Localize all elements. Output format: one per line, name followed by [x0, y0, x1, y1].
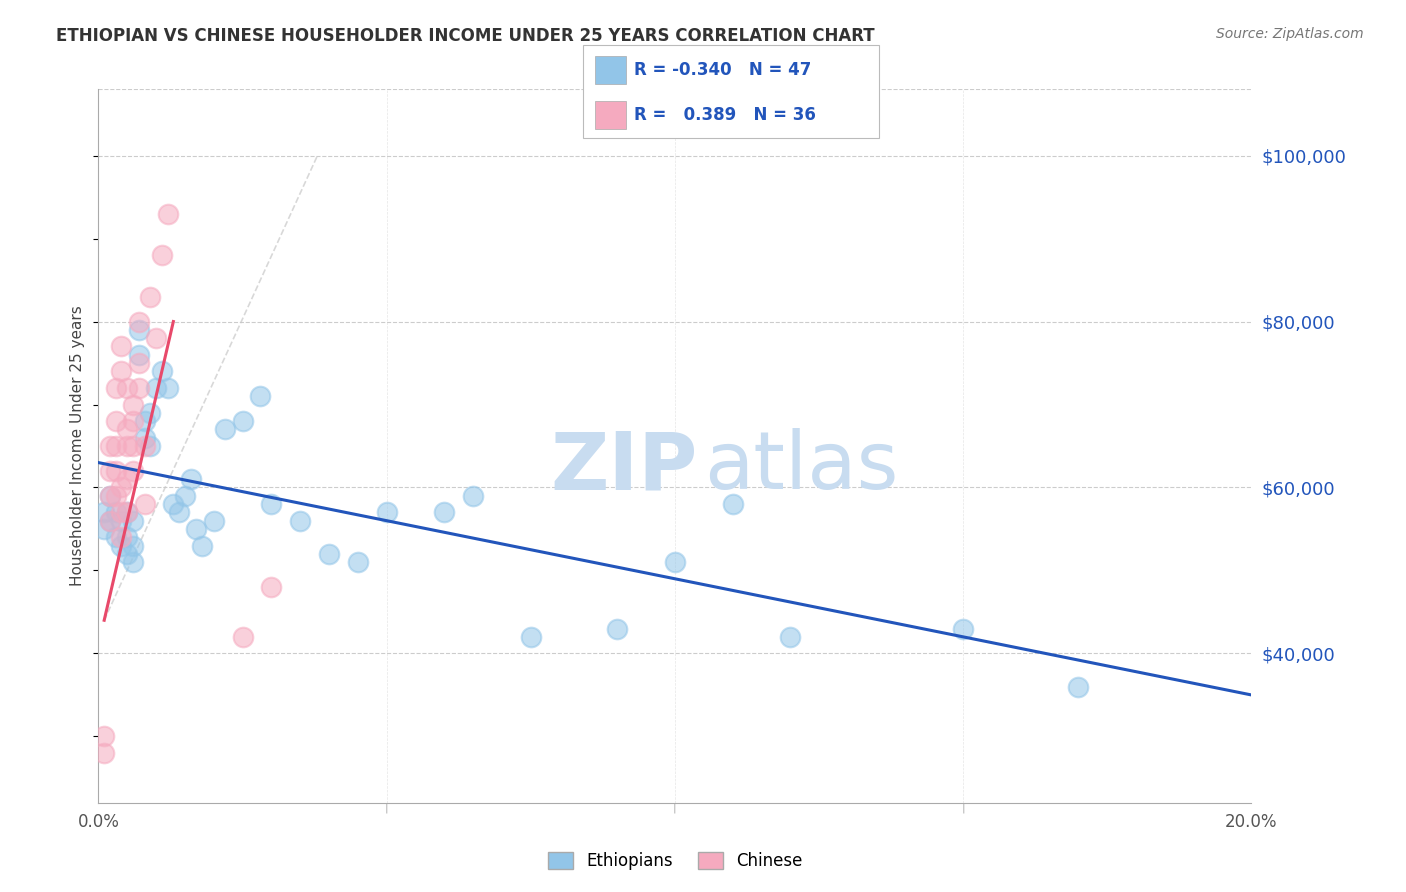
Point: [104, 505, 127, 519]
Point: [156, 381, 179, 395]
Point: [167, 505, 190, 519]
Point: [520, 630, 543, 644]
Text: atlas: atlas: [704, 428, 898, 507]
Point: [110, 339, 132, 353]
Text: |: |: [385, 803, 388, 814]
Point: [93, 730, 115, 744]
Point: [214, 422, 236, 436]
Point: [122, 539, 145, 553]
Point: [122, 439, 145, 453]
Point: [98, 464, 121, 478]
Point: [110, 530, 132, 544]
Point: [93, 505, 115, 519]
Point: [98, 439, 121, 453]
Point: [260, 497, 283, 511]
Point: [202, 514, 225, 528]
Point: [98, 489, 121, 503]
Point: [186, 522, 208, 536]
Point: [128, 314, 150, 328]
Point: [162, 497, 184, 511]
Point: [134, 431, 156, 445]
Point: [145, 331, 167, 345]
Point: [122, 414, 145, 428]
Point: [117, 530, 139, 544]
Text: |: |: [962, 803, 965, 814]
Point: [122, 464, 145, 478]
Point: [150, 248, 173, 262]
Point: [191, 539, 214, 553]
Point: [117, 472, 139, 486]
Point: [260, 580, 283, 594]
Point: [318, 547, 340, 561]
Point: [117, 505, 139, 519]
Point: [128, 348, 150, 362]
Point: [122, 555, 145, 569]
Point: [433, 505, 456, 519]
Point: [110, 481, 132, 495]
Point: [104, 530, 127, 544]
Point: [290, 514, 312, 528]
Point: [1067, 680, 1090, 694]
Point: [110, 364, 132, 378]
Point: [104, 439, 127, 453]
Point: [139, 439, 162, 453]
Text: |: |: [673, 803, 676, 814]
Point: [606, 622, 628, 636]
Point: [104, 381, 127, 395]
Point: [461, 489, 484, 503]
Point: [98, 514, 121, 528]
Point: [110, 514, 132, 528]
Point: [721, 497, 744, 511]
Point: [110, 505, 132, 519]
Point: [174, 489, 197, 503]
Text: Source: ZipAtlas.com: Source: ZipAtlas.com: [1216, 27, 1364, 41]
Point: [134, 414, 156, 428]
Point: [110, 539, 132, 553]
Point: [104, 489, 127, 503]
Point: [98, 514, 121, 528]
Point: [117, 439, 139, 453]
Point: [231, 630, 254, 644]
Point: [134, 439, 156, 453]
Point: [180, 472, 202, 486]
Point: [231, 414, 254, 428]
Point: [117, 547, 139, 561]
Point: [134, 497, 156, 511]
Text: ZIP: ZIP: [551, 428, 697, 507]
Point: [139, 406, 162, 420]
Point: [104, 414, 127, 428]
Point: [346, 555, 368, 569]
Y-axis label: Householder Income Under 25 years: Householder Income Under 25 years: [70, 306, 86, 586]
Point: [117, 505, 139, 519]
Point: [122, 397, 145, 411]
Point: [128, 356, 150, 370]
Point: [145, 381, 167, 395]
Point: [664, 555, 686, 569]
Point: [93, 746, 115, 760]
Point: [779, 630, 801, 644]
Text: R =   0.389   N = 36: R = 0.389 N = 36: [634, 106, 815, 124]
Point: [117, 381, 139, 395]
Legend: Ethiopians, Chinese: Ethiopians, Chinese: [541, 845, 808, 877]
Text: R = -0.340   N = 47: R = -0.340 N = 47: [634, 61, 811, 79]
Point: [122, 514, 145, 528]
Point: [93, 522, 115, 536]
Point: [104, 464, 127, 478]
Point: [98, 489, 121, 503]
Text: ETHIOPIAN VS CHINESE HOUSEHOLDER INCOME UNDER 25 YEARS CORRELATION CHART: ETHIOPIAN VS CHINESE HOUSEHOLDER INCOME …: [56, 27, 875, 45]
Point: [150, 364, 173, 378]
Point: [117, 422, 139, 436]
Point: [249, 389, 271, 403]
Point: [128, 323, 150, 337]
Point: [139, 290, 162, 304]
Point: [375, 505, 398, 519]
Point: [156, 207, 179, 221]
Point: [952, 622, 974, 636]
Point: [128, 381, 150, 395]
